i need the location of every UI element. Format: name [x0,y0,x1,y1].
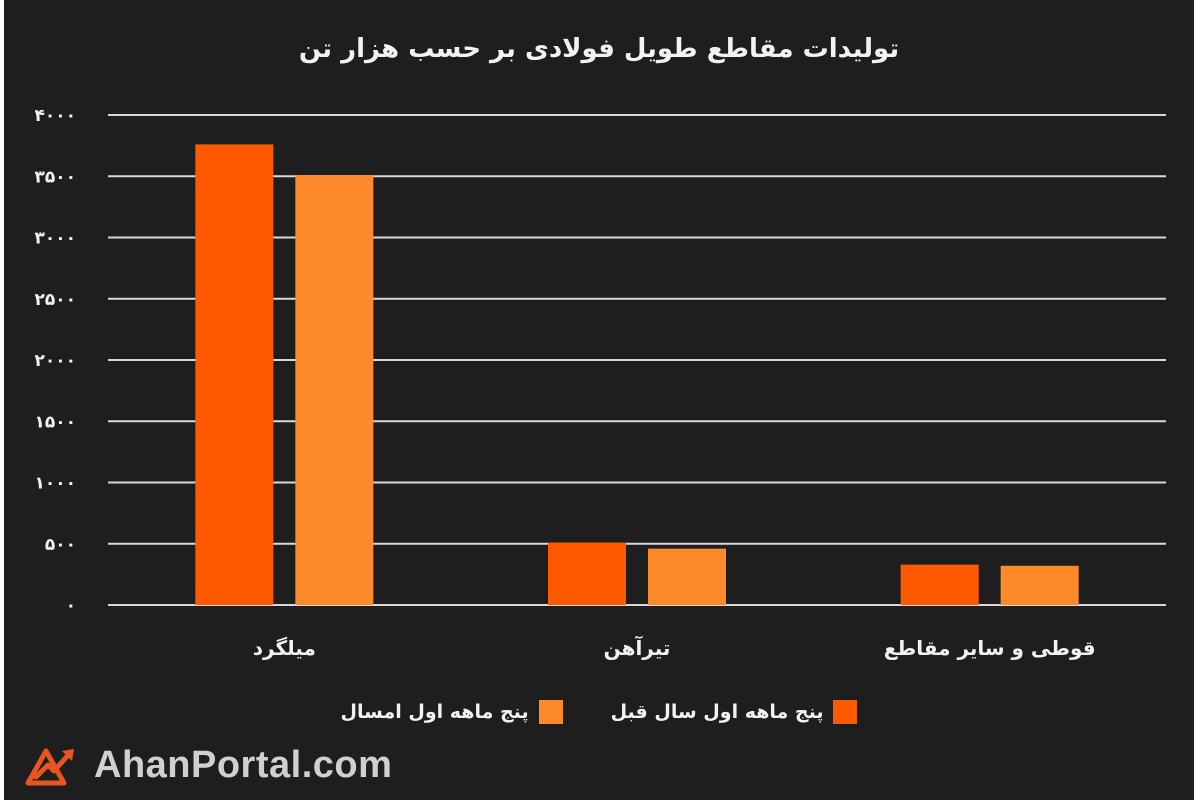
brand-watermark: AhanPortal.com [24,740,392,790]
legend: پنج ماهه اول سال قبل پنج ماهه اول امسال [4,700,1194,724]
gridlines [108,114,1166,606]
bar-series-1-cat-0 [295,175,374,605]
bar-series-1-cat-1 [648,548,726,605]
y-tick-label: ۳۵۰۰ [34,167,76,187]
ahanportal-logo-icon [25,748,74,786]
y-tick-label: ۱۵۰۰ [34,412,76,432]
legend-label-this-year: پنج ماهه اول امسال [340,701,529,723]
legend-label-last-year: پنج ماهه اول سال قبل [610,701,824,723]
legend-item-this-year: پنج ماهه اول امسال [341,700,563,724]
chart-panel: تولیدات مقاطع طویل فولادی بر حسب هزار تن… [4,0,1194,800]
y-tick-label: ۳۰۰۰ [34,229,76,249]
y-tick-label: ۴۰۰۰ [34,106,76,126]
x-category-label: قوطی و سایر مقاطع [884,636,1096,660]
bar-series-1-cat-2 [1000,565,1079,605]
x-category-label: تیرآهن [604,635,671,660]
legend-swatch-last-year [833,700,858,724]
y-axis-tick-labels: ۰ ۵۰۰ ۱۰۰۰ ۱۵۰۰ ۲۰۰۰ ۲۵۰۰ ۳۰۰۰ ۳۵۰۰ ۴۰۰۰ [34,106,76,616]
legend-item-last-year: پنج ماهه اول سال قبل [611,700,858,724]
y-tick-label: ۲۵۰۰ [34,290,76,310]
brand-text: AhanPortal.com [94,743,393,786]
y-tick-label: ۵۰۰ [45,535,76,555]
y-tick-label: ۱۰۰۰ [34,474,76,494]
legend-swatch-this-year [538,700,563,724]
x-category-label: میلگرد [253,636,316,660]
bar-series-0-cat-0 [195,144,274,605]
plot-area: ۰ ۵۰۰ ۱۰۰۰ ۱۵۰۰ ۲۰۰۰ ۲۵۰۰ ۳۰۰۰ ۳۵۰۰ ۴۰۰۰ میلگرد ت… [34,106,1166,660]
y-tick-label: ۰ [66,596,76,616]
x-axis-category-labels: میلگرد تیرآهن قوطی و سایر مقاطع [253,635,1096,660]
chart-title: تولیدات مقاطع طویل فولادی بر حسب هزار تن [298,34,900,64]
bars [195,144,1079,605]
bar-series-0-cat-1 [548,542,626,605]
y-tick-label: ۲۰۰۰ [34,351,76,371]
bar-series-0-cat-2 [900,564,979,605]
